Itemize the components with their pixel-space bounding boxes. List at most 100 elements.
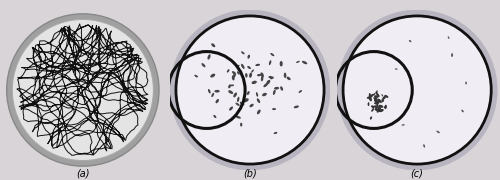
Ellipse shape [378,99,382,103]
Ellipse shape [248,66,251,69]
Ellipse shape [284,73,286,78]
Ellipse shape [375,106,377,108]
Ellipse shape [210,74,215,78]
Ellipse shape [272,108,276,110]
Ellipse shape [257,74,261,76]
Ellipse shape [6,14,159,166]
Ellipse shape [232,76,234,80]
Ellipse shape [214,115,216,118]
Ellipse shape [251,69,254,73]
Ellipse shape [216,99,219,103]
Ellipse shape [373,93,376,96]
Ellipse shape [372,105,374,109]
Ellipse shape [374,97,377,101]
Ellipse shape [374,100,378,104]
Ellipse shape [394,68,398,70]
Ellipse shape [384,105,387,109]
Ellipse shape [269,60,272,65]
Ellipse shape [296,61,300,63]
Ellipse shape [302,61,308,64]
Ellipse shape [377,99,380,100]
Ellipse shape [176,16,324,164]
Ellipse shape [384,105,386,108]
Ellipse shape [337,10,498,170]
Ellipse shape [462,110,464,112]
Ellipse shape [240,102,244,105]
Ellipse shape [237,71,240,75]
Ellipse shape [374,95,379,98]
Ellipse shape [378,105,384,108]
Ellipse shape [240,104,244,106]
Ellipse shape [202,63,205,67]
Ellipse shape [194,75,198,77]
Ellipse shape [245,73,248,78]
Ellipse shape [378,99,380,103]
Ellipse shape [247,91,250,95]
Ellipse shape [369,93,371,98]
Ellipse shape [264,83,268,87]
Ellipse shape [280,86,283,91]
Ellipse shape [262,93,267,96]
Ellipse shape [382,99,384,102]
Ellipse shape [266,80,270,85]
Ellipse shape [370,94,374,97]
Ellipse shape [294,105,299,108]
Ellipse shape [248,55,250,59]
Ellipse shape [274,87,279,90]
Ellipse shape [236,116,241,119]
Ellipse shape [371,105,373,108]
Ellipse shape [228,84,231,88]
Ellipse shape [448,36,450,39]
Ellipse shape [270,53,274,56]
Ellipse shape [370,116,372,120]
Ellipse shape [12,19,154,161]
Ellipse shape [260,72,264,77]
Ellipse shape [376,93,380,97]
Ellipse shape [250,104,254,107]
Ellipse shape [376,103,378,108]
Ellipse shape [368,97,372,101]
Ellipse shape [243,98,248,102]
Ellipse shape [376,107,378,111]
Ellipse shape [374,99,378,102]
Ellipse shape [229,106,233,111]
Ellipse shape [378,106,380,111]
Ellipse shape [374,109,378,110]
Ellipse shape [270,77,274,79]
Ellipse shape [384,95,388,98]
Ellipse shape [268,76,272,78]
Ellipse shape [379,109,384,112]
Ellipse shape [382,99,383,102]
Ellipse shape [379,107,381,112]
Ellipse shape [241,64,244,69]
Ellipse shape [376,109,380,111]
Ellipse shape [451,53,453,57]
Ellipse shape [249,73,252,78]
Ellipse shape [257,109,260,114]
Ellipse shape [382,96,386,100]
Ellipse shape [234,93,237,97]
Ellipse shape [378,101,380,103]
Ellipse shape [208,89,210,93]
Ellipse shape [274,132,278,134]
Ellipse shape [372,108,374,112]
Ellipse shape [286,77,290,80]
Ellipse shape [374,97,376,101]
Ellipse shape [230,84,234,86]
Ellipse shape [232,71,236,75]
Ellipse shape [465,82,467,84]
Ellipse shape [252,81,257,84]
Ellipse shape [376,110,380,113]
Ellipse shape [256,92,258,97]
Text: (c): (c) [410,169,424,179]
Ellipse shape [170,10,330,170]
Ellipse shape [366,96,372,99]
Ellipse shape [436,131,440,133]
Ellipse shape [409,40,412,42]
Ellipse shape [236,103,240,106]
Ellipse shape [208,54,210,60]
Ellipse shape [214,90,220,93]
Ellipse shape [212,43,216,47]
Ellipse shape [382,94,383,97]
Ellipse shape [273,90,276,95]
